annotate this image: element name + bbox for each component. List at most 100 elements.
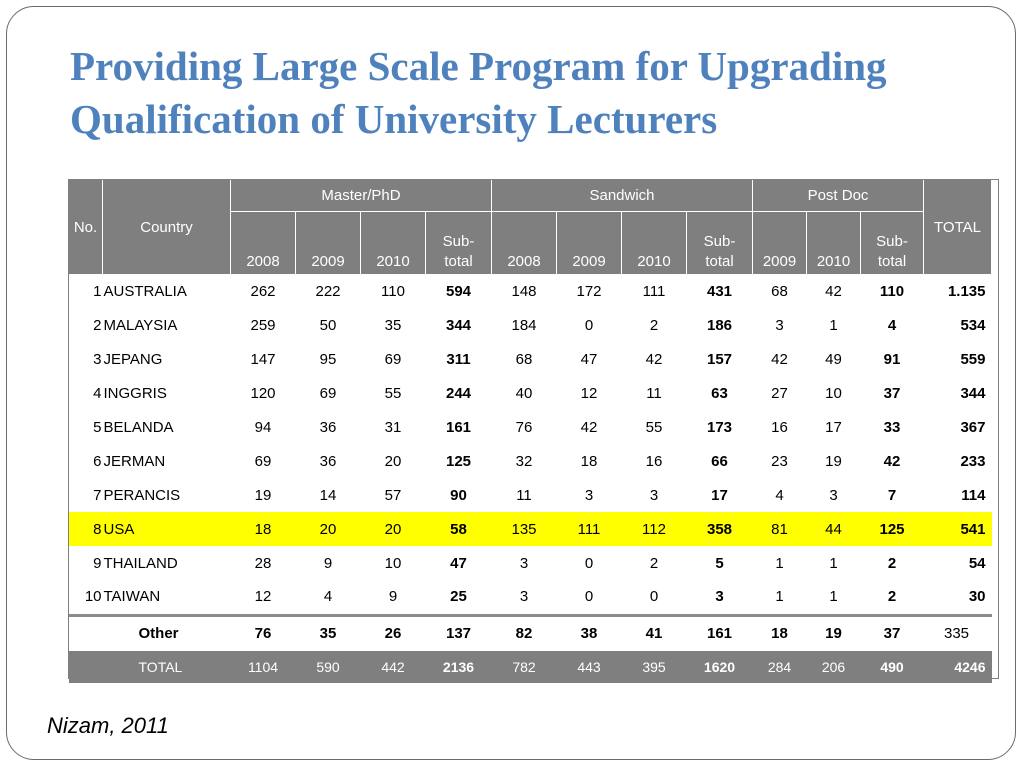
- value-cell: 1: [829, 588, 838, 606]
- value-cell: 3: [584, 486, 594, 504]
- country-cell: TOTAL: [102, 650, 231, 683]
- value-cell: 3: [829, 486, 838, 504]
- subtotal-cell: 594: [445, 283, 472, 301]
- total-cell: 30: [968, 588, 986, 606]
- total-cell: 54: [968, 554, 986, 572]
- value-cell: 82: [491, 613, 557, 651]
- value-cell: 1104: [230, 650, 296, 683]
- value-cell: 27: [771, 385, 788, 403]
- total-cell: 233: [960, 452, 986, 470]
- total-row: TOTAL 1104 590 442 2136 782 443 395 1620 284 206 49…: [68, 650, 992, 683]
- subtotal-cell: 125: [860, 512, 924, 547]
- header-sandwich-2009: 2009: [556, 211, 622, 275]
- subtotal-cell: 186: [706, 317, 733, 335]
- table-row: 2 MALAYSIA 259 50 35 344 184 0 2 186 3 1 4 534: [69, 309, 992, 343]
- value-cell: 284: [752, 650, 807, 683]
- value-cell: 76: [230, 613, 296, 651]
- subtotal-cell: 63: [711, 385, 728, 403]
- country-cell: MALAYSIA: [103, 317, 178, 335]
- value-cell: 12: [580, 385, 598, 403]
- header-master-2009: 2009: [295, 211, 361, 275]
- country-cell: TAIWAN: [103, 588, 161, 606]
- country-cell: JEPANG: [103, 351, 163, 369]
- value-cell: 68: [515, 351, 533, 369]
- slide-frame: [6, 6, 1016, 760]
- row-number: [68, 650, 103, 683]
- value-cell: 69: [319, 385, 337, 403]
- total-cell: 1.135: [947, 283, 986, 301]
- subtotal-cell: 244: [445, 385, 472, 403]
- total-cell: 367: [960, 419, 986, 436]
- country-cell: PERANCIS: [103, 486, 181, 504]
- value-cell: 26: [360, 613, 426, 651]
- header-master-2010: 2010: [360, 211, 426, 275]
- value-cell: 12: [254, 588, 272, 606]
- value-cell: 135: [491, 512, 557, 547]
- table-row: 10 TAIWAN 12 4 9 25 3 0 0 3 1 1 2 30: [69, 580, 992, 615]
- subtotal-cell: 42: [883, 452, 901, 470]
- title-line-1: Providing Large Scale Program for Upgrad…: [70, 43, 887, 89]
- other-row: Other 76 35 26 137 82 38 41 161 18 19 37 335: [68, 613, 992, 651]
- total-cell: 344: [960, 385, 986, 403]
- row-number: 1: [93, 283, 102, 301]
- lecturer-program-table: No. Country Master/PhD Sandwich Post Doc…: [68, 179, 992, 683]
- value-cell: 81: [752, 512, 807, 547]
- value-cell: 1: [829, 317, 838, 335]
- header-sandwich-2010: 2010: [621, 211, 687, 275]
- subtotal-cell: 66: [711, 452, 728, 470]
- value-cell: 9: [323, 554, 333, 572]
- value-cell: 4: [775, 486, 784, 504]
- subtotal-cell: 7: [887, 486, 897, 504]
- subtotal-cell: 344: [445, 317, 472, 335]
- value-cell: 42: [825, 283, 842, 301]
- header-sandwich-subtotal: Sub-total: [686, 211, 753, 275]
- country-cell: Other: [102, 613, 231, 651]
- value-cell: 55: [645, 419, 663, 436]
- row-number: 3: [93, 351, 102, 369]
- value-cell: 47: [580, 351, 598, 369]
- value-cell: 17: [825, 419, 842, 436]
- subtotal-cell: 125: [445, 452, 472, 470]
- value-cell: 38: [556, 613, 622, 651]
- header-postdoc-subtotal: Sub-total: [860, 211, 924, 275]
- value-cell: 31: [384, 419, 402, 436]
- row-number: 7: [93, 486, 102, 504]
- value-cell: 20: [295, 512, 361, 547]
- value-cell: 3: [519, 588, 529, 606]
- value-cell: 1: [775, 554, 784, 572]
- subtotal-cell: 25: [450, 588, 467, 606]
- value-cell: 50: [319, 317, 337, 335]
- row-number: 8: [68, 512, 103, 547]
- value-cell: 19: [825, 452, 842, 470]
- value-cell: 3: [519, 554, 529, 572]
- value-cell: 11: [516, 486, 532, 504]
- value-cell: 0: [584, 588, 594, 606]
- value-cell: 94: [254, 419, 272, 436]
- value-cell: 42: [580, 419, 598, 436]
- subtotal-cell: 173: [706, 419, 733, 436]
- value-cell: 112: [621, 512, 687, 547]
- value-cell: 35: [295, 613, 361, 651]
- value-cell: 68: [771, 283, 788, 301]
- value-cell: 69: [384, 351, 402, 369]
- value-cell: 11: [646, 385, 662, 403]
- value-cell: 110: [381, 283, 405, 301]
- subtotal-cell: 110: [879, 283, 905, 301]
- subtotal-cell: 311: [446, 351, 471, 369]
- value-cell: 120: [250, 385, 276, 403]
- total-cell: 541: [923, 512, 992, 547]
- value-cell: 35: [384, 317, 402, 335]
- row-number: 5: [93, 419, 102, 436]
- subtotal-cell: 161: [686, 613, 753, 651]
- subtotal-cell: 47: [450, 554, 467, 572]
- value-cell: 36: [319, 419, 337, 436]
- header-group-sandwich: Sandwich: [491, 179, 753, 212]
- table-row: 9 THAILAND 28 9 10 47 3 0 2 5 1 1 2 54: [69, 546, 992, 580]
- row-number: 9: [93, 554, 102, 572]
- value-cell: 19: [806, 613, 861, 651]
- value-cell: 18: [752, 613, 807, 651]
- value-cell: 443: [556, 650, 622, 683]
- subtotal-cell: 161: [445, 419, 472, 436]
- value-cell: 40: [515, 385, 533, 403]
- subtotal-cell: 33: [883, 419, 901, 436]
